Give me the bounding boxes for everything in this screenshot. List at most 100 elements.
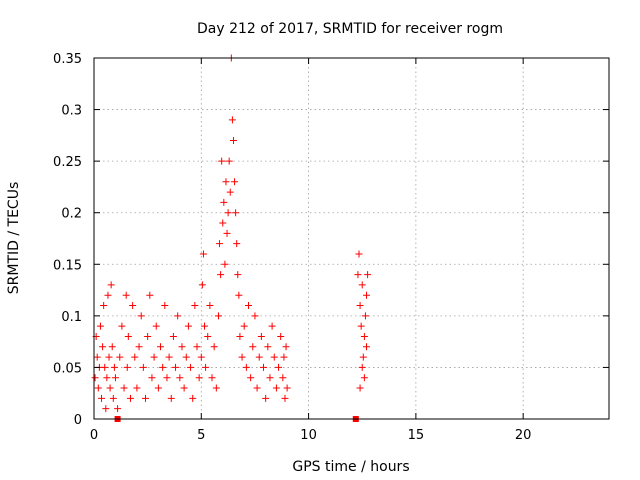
data-point [135, 343, 143, 351]
data-point [96, 322, 104, 330]
data-point [354, 271, 362, 279]
data-point [283, 384, 291, 392]
data-point [165, 353, 173, 361]
data-point [224, 209, 232, 217]
x-tick-label: 10 [300, 428, 317, 443]
data-point [195, 374, 203, 382]
data-point [129, 302, 137, 310]
data-point [280, 353, 288, 361]
data-point [116, 353, 124, 361]
data-point [144, 332, 152, 340]
x-tick-label: 15 [408, 428, 425, 443]
data-point [114, 405, 122, 413]
data-point [222, 178, 230, 186]
data-point [98, 394, 106, 402]
data-point [100, 302, 108, 310]
data-point [146, 291, 154, 299]
y-tick-label: 0.05 [53, 361, 82, 376]
data-point [197, 353, 205, 361]
data-point [361, 312, 369, 320]
data-point [358, 281, 366, 289]
data-point [245, 302, 252, 310]
data-point [281, 394, 289, 402]
data-point [157, 343, 165, 351]
y-axis-label: SRMTID / TECUs [6, 182, 22, 295]
data-point [202, 363, 210, 371]
data-point [279, 374, 287, 382]
data-points [91, 54, 372, 422]
data-point [363, 291, 371, 299]
data-point [174, 312, 182, 320]
data-point [204, 332, 212, 340]
data-point [231, 178, 239, 186]
data-point [364, 271, 372, 279]
data-point [199, 250, 207, 258]
data-point [223, 229, 231, 237]
data-point [264, 343, 272, 351]
axis-ticks: 0 5 10 15 20 0 0.05 0.1 0.15 0.2 0.25 0.3 0.35 [53, 52, 609, 443]
data-point [184, 322, 192, 330]
data-point [180, 384, 188, 392]
data-point [238, 353, 246, 361]
chart-title: Day 212 of 2017, SRMTID for receiver rog… [197, 21, 503, 37]
y-tick-label: 0 [74, 413, 82, 428]
data-point [210, 343, 218, 351]
grid-lines [94, 58, 609, 419]
data-point [133, 384, 141, 392]
data-point [106, 384, 114, 392]
data-point [109, 394, 117, 402]
data-point [178, 343, 186, 351]
data-point [232, 209, 240, 217]
data-point [94, 384, 102, 392]
data-point [214, 312, 222, 320]
data-point [260, 363, 268, 371]
data-point [282, 343, 290, 351]
data-point [358, 363, 366, 371]
data-point [107, 281, 115, 289]
data-point [363, 343, 371, 351]
data-point [219, 219, 227, 227]
data-point [142, 394, 149, 402]
data-point [103, 374, 111, 382]
data-point [206, 302, 214, 310]
data-point [161, 302, 169, 310]
data-point [235, 291, 243, 299]
data-point [172, 363, 180, 371]
data-point [266, 374, 274, 382]
x-tick-label: 0 [90, 428, 98, 443]
data-point [257, 332, 265, 340]
data-point [355, 250, 363, 258]
data-point [182, 353, 190, 361]
data-point [93, 353, 101, 361]
data-point [240, 322, 248, 330]
data-point [159, 363, 167, 371]
y-tick-label: 0.1 [61, 310, 82, 325]
data-point [110, 363, 118, 371]
data-point [236, 332, 244, 340]
data-point [253, 384, 261, 392]
y-tick-label: 0.2 [61, 207, 82, 222]
data-point [229, 137, 237, 145]
data-point [357, 322, 365, 330]
data-point [275, 363, 283, 371]
data-point [163, 374, 171, 382]
data-point [169, 332, 177, 340]
data-point [139, 363, 147, 371]
data-point [111, 374, 119, 382]
data-point [189, 394, 197, 402]
data-point [255, 353, 263, 361]
data-point [123, 363, 131, 371]
data-point [226, 188, 234, 196]
data-point [118, 322, 126, 330]
data-point [242, 363, 250, 371]
data-point [152, 322, 160, 330]
data-point [277, 332, 285, 340]
data-point [221, 260, 229, 268]
data-point [216, 240, 224, 248]
data-point [101, 363, 109, 371]
data-point [131, 353, 139, 361]
data-point [201, 322, 209, 330]
y-tick-label: 0.15 [53, 258, 82, 273]
y-tick-label: 0.25 [53, 155, 82, 170]
